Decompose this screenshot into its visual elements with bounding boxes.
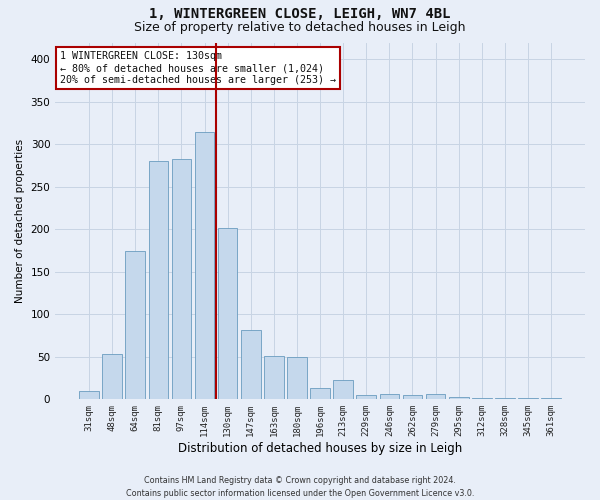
Bar	[518, 398, 538, 400]
Bar	[218, 228, 238, 400]
Bar	[264, 356, 284, 400]
Bar	[426, 394, 445, 400]
Text: Size of property relative to detached houses in Leigh: Size of property relative to detached ho…	[134, 21, 466, 34]
Bar	[334, 380, 353, 400]
Bar	[149, 162, 168, 400]
Bar	[495, 398, 515, 400]
Y-axis label: Number of detached properties: Number of detached properties	[15, 139, 25, 303]
Bar	[449, 397, 469, 400]
Text: 1 WINTERGREEN CLOSE: 130sqm
← 80% of detached houses are smaller (1,024)
20% of : 1 WINTERGREEN CLOSE: 130sqm ← 80% of det…	[61, 52, 337, 84]
Bar	[472, 398, 491, 400]
Bar	[195, 132, 214, 400]
Bar	[172, 159, 191, 400]
Bar	[541, 398, 561, 400]
Bar	[310, 388, 330, 400]
X-axis label: Distribution of detached houses by size in Leigh: Distribution of detached houses by size …	[178, 442, 462, 455]
Bar	[287, 357, 307, 400]
Bar	[380, 394, 399, 400]
Text: 1, WINTERGREEN CLOSE, LEIGH, WN7 4BL: 1, WINTERGREEN CLOSE, LEIGH, WN7 4BL	[149, 8, 451, 22]
Text: Contains HM Land Registry data © Crown copyright and database right 2024.
Contai: Contains HM Land Registry data © Crown c…	[126, 476, 474, 498]
Bar	[356, 395, 376, 400]
Bar	[403, 395, 422, 400]
Bar	[103, 354, 122, 400]
Bar	[125, 250, 145, 400]
Bar	[241, 330, 260, 400]
Bar	[79, 391, 99, 400]
